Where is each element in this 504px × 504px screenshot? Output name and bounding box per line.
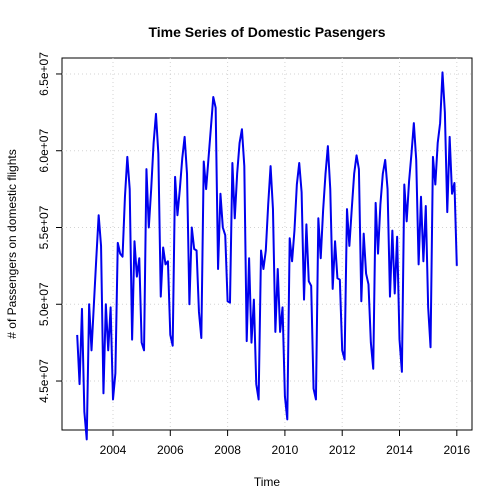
y-tick-label: 4.5e+07 [37, 359, 51, 403]
y-tick-label: 6.5e+07 [37, 52, 51, 96]
x-tick-label: 2004 [100, 443, 127, 457]
x-tick-label: 2014 [386, 443, 413, 457]
y-tick-label: 5.0e+07 [37, 282, 51, 326]
x-tick-label: 2012 [329, 443, 356, 457]
y-tick-label: 6.0e+07 [37, 129, 51, 173]
x-axis-label: Time [254, 475, 281, 489]
chart-title: Time Series of Domestic Pasengers [148, 24, 385, 40]
series-line [76, 71, 458, 441]
plot-box [61, 57, 473, 431]
x-tick-label: 2010 [272, 443, 299, 457]
y-axis-label: # of Passengers on domestic flights [5, 149, 19, 338]
x-tick-label: 2016 [443, 443, 470, 457]
x-tick-label: 2006 [157, 443, 184, 457]
x-tick-label: 2008 [214, 443, 241, 457]
y-tick-label: 5.5e+07 [37, 205, 51, 249]
